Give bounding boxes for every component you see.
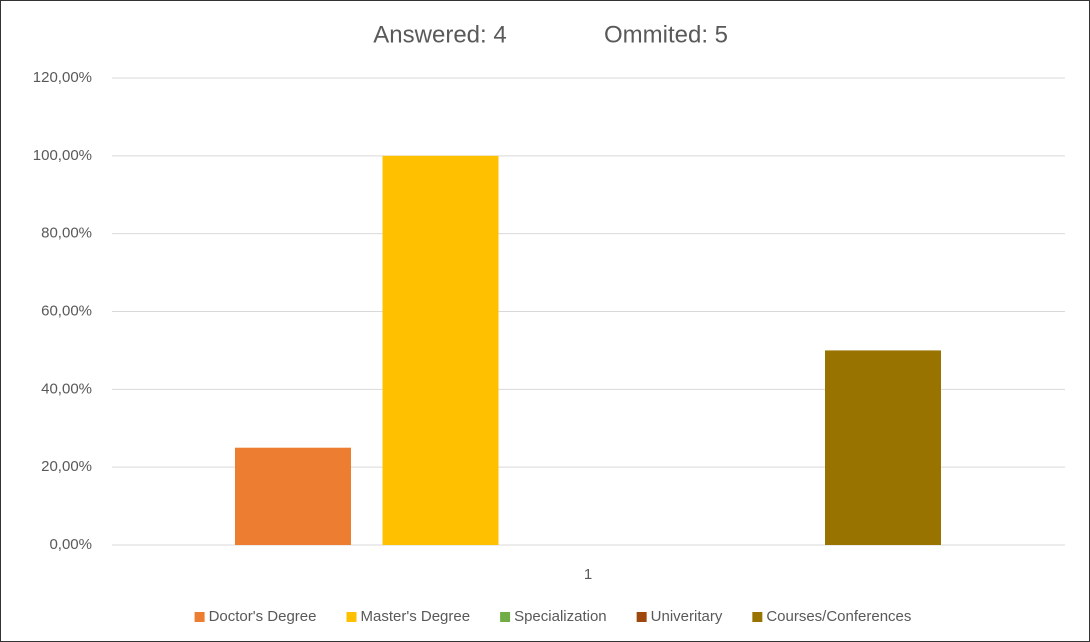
y-tick-label: 20,00% — [41, 458, 92, 475]
y-tick-label: 0,00% — [49, 536, 92, 553]
legend-swatch — [752, 612, 763, 622]
y-tick-label: 80,00% — [41, 225, 92, 242]
legend-swatch — [500, 612, 511, 622]
chart-title: Answered: 4 — [373, 21, 506, 48]
y-tick-label: 40,00% — [41, 380, 92, 397]
y-tick-label: 120,00% — [33, 69, 92, 86]
y-tick-label: 100,00% — [33, 147, 92, 164]
legend-label: Master's Degree — [361, 608, 471, 625]
legend-label: Specialization — [514, 608, 607, 625]
legend-swatch — [194, 612, 205, 622]
bar — [235, 447, 351, 545]
legend-label: Doctor's Degree — [209, 608, 317, 625]
x-tick-label: 1 — [584, 566, 592, 583]
bar — [825, 350, 941, 545]
legend-label: Courses/Conferences — [766, 608, 911, 625]
bar — [382, 155, 499, 546]
legend-label: Univeritary — [651, 608, 723, 625]
legend-swatch — [346, 612, 357, 622]
y-tick-label: 60,00% — [41, 302, 92, 319]
chart-title: Ommited: 5 — [604, 21, 728, 48]
legend-swatch — [636, 612, 647, 622]
